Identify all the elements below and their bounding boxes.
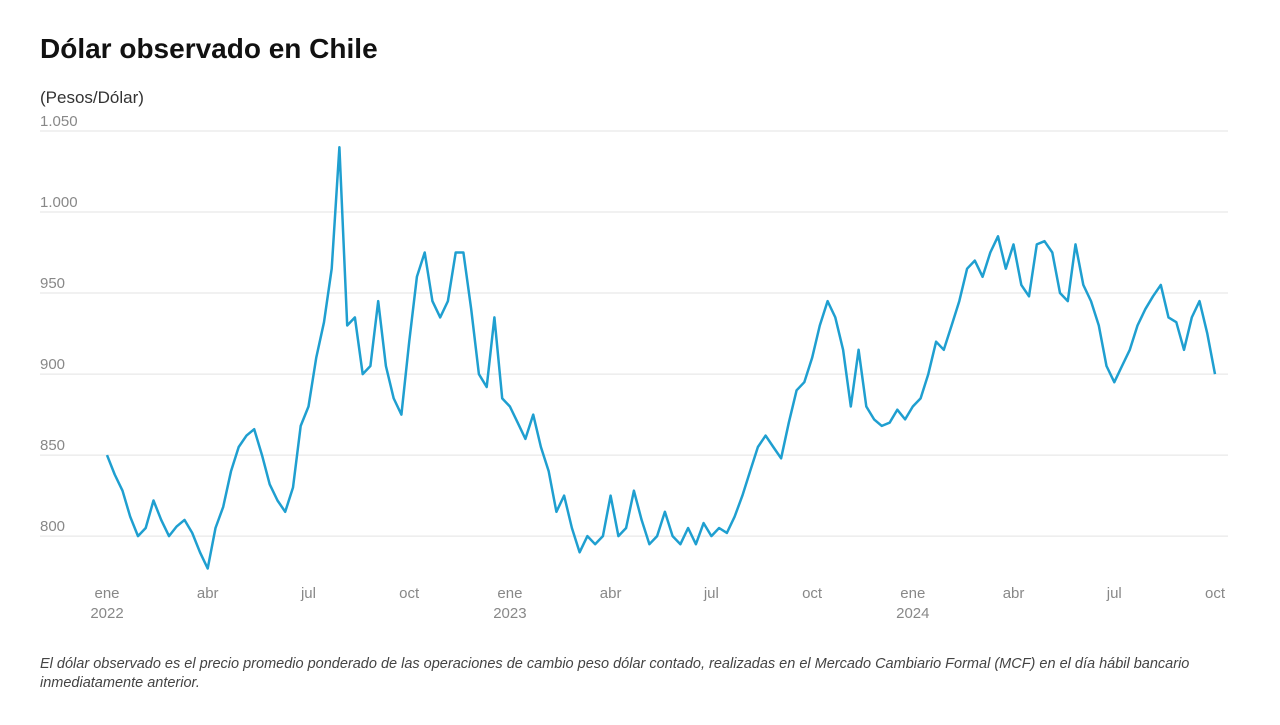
x-tick-label: ene 2023: [493, 585, 526, 622]
chart-subtitle: (Pesos/Dólar): [40, 88, 144, 107]
x-tick-label: jul: [1106, 585, 1122, 602]
x-tick-label: oct: [399, 585, 420, 602]
y-tick-label: 850: [40, 437, 65, 454]
x-tick-label: abr: [600, 585, 622, 602]
x-tick-label: ene 2022: [90, 585, 123, 622]
series-line: [105, 145, 1217, 570]
y-tick-label: 800: [40, 518, 65, 535]
x-tick-label: ene 2024: [896, 585, 929, 622]
note-box: El dólar observado es el precio promedio…: [40, 656, 1190, 691]
y-tick-label: 1.000: [40, 194, 78, 211]
x-tick-label: abr: [197, 585, 219, 602]
x-tick-label: abr: [1003, 585, 1025, 602]
y-tick-label: 950: [40, 275, 65, 292]
y-tick-label: 900: [40, 356, 65, 373]
chart-title: Dólar observado en Chile: [40, 33, 378, 64]
x-tick-label: oct: [802, 585, 823, 602]
y-tick-label: 1.050: [40, 113, 78, 130]
x-tick-label: oct: [1205, 585, 1226, 602]
x-tick-label: jul: [300, 585, 316, 602]
chart-note: El dólar observado es el precio promedio…: [40, 656, 1190, 691]
x-tick-label: jul: [703, 585, 719, 602]
